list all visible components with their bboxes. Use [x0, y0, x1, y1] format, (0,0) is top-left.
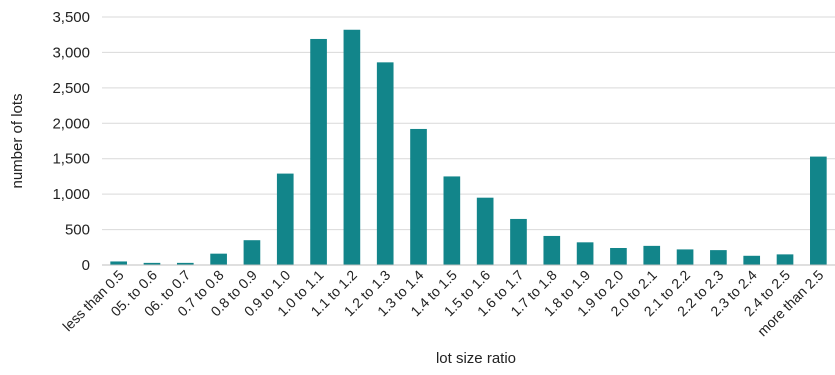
bar	[743, 255, 761, 265]
bar	[476, 197, 494, 265]
bar	[710, 250, 727, 265]
y-tick-label: 2,000	[52, 115, 90, 132]
bar	[810, 156, 827, 265]
bar	[643, 245, 661, 265]
y-axis-title: number of lots	[9, 93, 26, 188]
bar	[243, 240, 261, 265]
bar	[776, 254, 794, 265]
y-tick-label: 0	[82, 257, 90, 274]
gridlines	[102, 16, 835, 231]
bar	[343, 29, 361, 265]
y-tick-label: 500	[65, 222, 90, 239]
y-tick-label: 3,500	[52, 9, 90, 26]
bar	[543, 235, 561, 265]
x-axis-title: lot size ratio	[436, 350, 516, 367]
bars	[110, 29, 827, 265]
bar	[410, 128, 427, 265]
bar	[443, 176, 461, 265]
y-axis-ticks: 0 500 1,000 1,500 2,000 2,500 3,000 3,500	[52, 9, 90, 274]
bar	[376, 62, 394, 265]
y-tick-label: 1,500	[52, 151, 90, 168]
y-tick-label: 1,000	[52, 186, 90, 203]
bar	[143, 262, 161, 265]
bar	[676, 249, 694, 265]
x-axis-ticks: less than 0.505. to 0.606. to 0.70.7 to …	[59, 267, 826, 340]
y-tick-label: 3,000	[52, 44, 90, 61]
bar	[176, 262, 194, 265]
bar	[610, 247, 627, 265]
bar	[276, 173, 294, 265]
bar	[576, 242, 594, 265]
bar	[210, 253, 227, 265]
y-tick-label: 2,500	[52, 80, 90, 97]
bar	[110, 261, 127, 265]
bar	[510, 218, 527, 265]
bar	[310, 38, 327, 265]
